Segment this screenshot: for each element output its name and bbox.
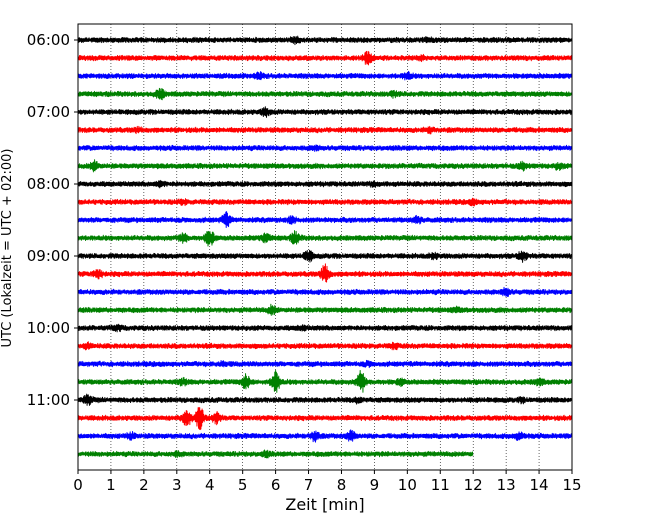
seismogram-trace	[77, 35, 573, 46]
y-axis-label: UTC (Lokalzeit = UTC + 02:00)	[0, 149, 15, 348]
seismogram-trace	[77, 197, 573, 207]
seismogram-trace	[77, 125, 573, 135]
seismogram-trace	[77, 230, 573, 247]
x-axis-ticks: 0 1 2 3 4 5 6 7 8 9 10 11 12 13 14 15	[73, 470, 582, 494]
y-tick-label: 09:00	[27, 247, 70, 265]
x-tick-label: 5	[238, 476, 248, 494]
seismogram-trace	[77, 303, 573, 316]
x-tick-label: 6	[271, 476, 281, 494]
seismogram-trace	[77, 407, 573, 431]
x-tick-label: 10	[398, 476, 417, 494]
x-tick-label: 8	[337, 476, 347, 494]
y-tick-label: 11:00	[27, 391, 70, 409]
plot-frame	[77, 23, 573, 471]
y-tick-label: 08:00	[27, 175, 70, 193]
x-tick-label: 2	[139, 476, 149, 494]
x-tick-label: 1	[106, 476, 116, 494]
x-tick-label: 4	[205, 476, 215, 494]
x-tick-label: 12	[464, 476, 483, 494]
seismogram-trace	[77, 87, 573, 101]
seismogram-trace	[77, 249, 573, 263]
seismogram-trace	[77, 341, 573, 351]
seismogram-trace	[77, 449, 474, 459]
x-tick-label: 13	[497, 476, 516, 494]
seismogram-trace	[77, 106, 573, 118]
y-tick-label: 07:00	[27, 103, 70, 121]
grid-lines	[110, 24, 540, 470]
x-tick-label: 14	[530, 476, 549, 494]
seismogram-trace	[77, 179, 573, 189]
x-tick-label: 0	[73, 476, 83, 494]
seismogram-trace	[77, 429, 573, 443]
seismogram-trace	[77, 70, 573, 81]
seismogram-trace	[77, 159, 573, 173]
seismogram-trace	[77, 286, 573, 298]
x-axis-label: Zeit [min]	[285, 495, 364, 514]
x-tick-label: 7	[304, 476, 314, 494]
x-tick-label: 9	[370, 476, 380, 494]
seismogram-traces	[77, 35, 573, 459]
y-tick-label: 06:00	[27, 31, 70, 49]
x-tick-label: 11	[431, 476, 450, 494]
x-tick-label: 3	[172, 476, 182, 494]
seismogram-trace	[77, 369, 573, 393]
seismogram-trace	[77, 50, 573, 66]
seismogram-trace	[77, 144, 573, 152]
seismogram-trace	[77, 211, 573, 229]
seismogram-trace	[77, 263, 573, 283]
y-axis-ticks: 06:00 07:00 08:00 09:00 10:00 11:00	[27, 31, 78, 409]
seismogram-trace	[77, 359, 573, 369]
seismogram-trace	[77, 393, 573, 406]
y-tick-label: 10:00	[27, 319, 70, 337]
x-tick-label: 15	[562, 476, 581, 494]
seismogram-trace	[77, 323, 573, 333]
